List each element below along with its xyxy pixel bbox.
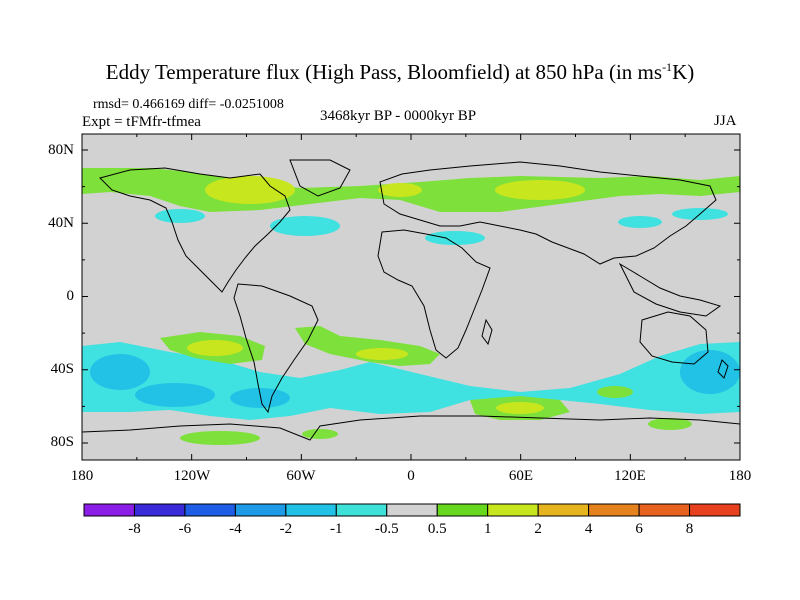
coast-africa	[377, 229, 491, 359]
colorbar-box	[234, 503, 287, 517]
colorbar-box	[184, 503, 236, 517]
coast-antarctica	[81, 415, 741, 441]
colorbar-label: -8	[128, 521, 141, 537]
nh-peak-asia	[495, 180, 585, 200]
period-label: 3468kyr BP - 0000kyr BP	[320, 108, 477, 124]
lat-label-80s: 80S	[50, 434, 74, 450]
coast-australia	[639, 311, 709, 365]
coast-se-asia	[618, 262, 722, 317]
colorbar-box	[335, 503, 388, 517]
nh-negative-atlantic	[270, 216, 340, 236]
sh-positive-antarctic-west	[180, 431, 260, 445]
lon-label-60e: 60E	[508, 468, 534, 484]
lon-label-120e: 120E	[614, 468, 646, 484]
sh-negative-core-east	[680, 350, 740, 394]
sh-peak-south	[496, 402, 544, 414]
sh-negative-core-south	[135, 383, 215, 407]
coast-greenland	[289, 159, 351, 197]
colorbar-label: 6	[635, 521, 643, 537]
sh-positive-antarctic-east	[648, 418, 692, 430]
colorbar-box	[285, 503, 337, 517]
season-label: JJA	[714, 113, 737, 129]
colorbar-box	[537, 503, 590, 517]
lat-label-40s: 40S	[50, 361, 74, 377]
sh-negative-core-mid	[230, 388, 290, 408]
coastlines	[81, 159, 741, 441]
stats-label: rmsd= 0.466169 diff= -0.0251008	[93, 97, 284, 112]
lon-label-0: 0	[407, 468, 415, 484]
colorbar-label: -4	[229, 521, 242, 537]
colorbar-box	[436, 503, 489, 517]
coast-eurasia	[379, 161, 717, 265]
lon-label-180e: 180	[728, 468, 752, 484]
colorbar-label: -0.5	[374, 521, 399, 537]
colorbar-box	[133, 503, 186, 517]
colorbar-box	[689, 503, 741, 517]
lat-label-0: 0	[66, 288, 75, 304]
nh-peak-america	[205, 176, 295, 204]
colorbar-box	[487, 503, 539, 517]
sh-negative-core-west	[90, 354, 150, 390]
flux-contours	[82, 168, 740, 445]
lon-label-180w: 180	[70, 468, 94, 484]
colorbar-box	[83, 503, 135, 517]
chart-title: Eddy Temperature flux (High Pass, Bloomf…	[105, 60, 695, 84]
coast-south-america	[233, 283, 319, 414]
colorbar-label: 1	[483, 521, 492, 537]
lat-label-40n: 40N	[48, 215, 74, 231]
colorbar-label: -2	[279, 521, 293, 537]
lon-label-120w: 120W	[173, 468, 211, 484]
nh-negative-asia	[618, 216, 662, 228]
colorbar-label: 4	[584, 521, 593, 537]
nh-negative-med	[425, 231, 485, 245]
colorbar-box	[588, 503, 640, 517]
lon-label-60w: 60W	[286, 468, 316, 484]
sh-positive-antarctic-mid	[302, 429, 338, 439]
colorbar-label: 0.5	[427, 521, 447, 537]
nh-peak-atlantic	[378, 183, 422, 197]
colorbar-box	[386, 503, 438, 517]
colorbar-label: -1	[330, 521, 343, 537]
coast-north-america	[99, 167, 291, 293]
sh-peak-atlantic	[356, 348, 408, 360]
colorbar-label: -6	[178, 521, 192, 537]
sh-peak-pacific	[187, 340, 243, 356]
colorbar-label: 8	[685, 521, 694, 537]
lat-label-80n: 80N	[48, 142, 74, 158]
experiment-label: Expt = tFMfr-tfmea	[82, 114, 201, 130]
colorbar-label: 2	[534, 521, 542, 537]
colorbar-box	[638, 503, 691, 517]
axis-ticks	[81, 134, 741, 460]
coast-madagascar	[481, 318, 493, 346]
coast-new-zealand	[717, 359, 729, 379]
sh-positive-indian	[597, 386, 633, 398]
